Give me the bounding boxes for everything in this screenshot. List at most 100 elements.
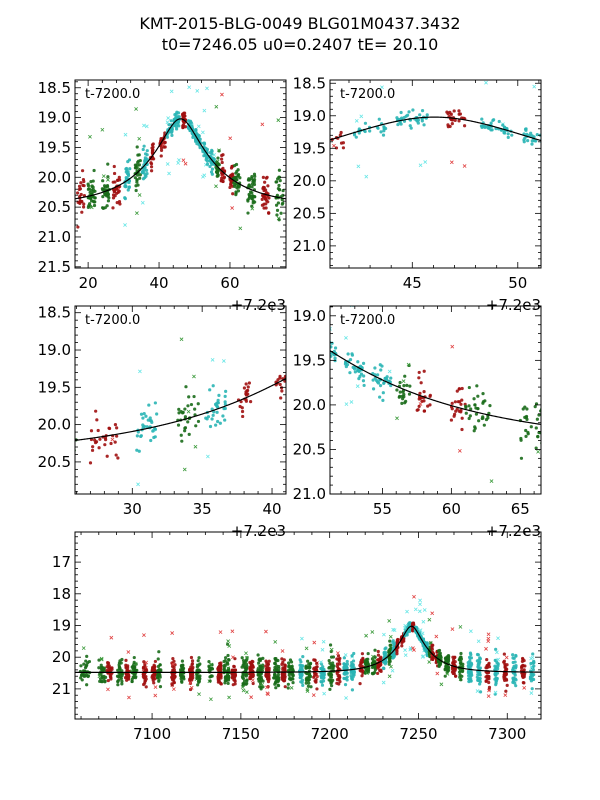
data-point-cyan <box>511 653 515 657</box>
data-point-red <box>115 187 119 191</box>
data-point-green <box>156 675 160 680</box>
data-point-cyan <box>495 677 499 681</box>
data-point-red <box>116 456 120 460</box>
data-point-green <box>106 175 110 179</box>
data-point-red <box>250 675 255 679</box>
data-point-green <box>279 211 283 215</box>
data-point-cyan <box>526 139 530 143</box>
data-point-red <box>428 393 432 397</box>
data-point-cyan <box>512 664 516 668</box>
data-point-red <box>417 370 421 375</box>
data-point-red <box>188 687 193 692</box>
outlier-point-green <box>406 362 411 367</box>
data-point-red <box>163 141 167 145</box>
x-tick-label: 40 <box>262 500 281 518</box>
data-point-green <box>477 419 481 423</box>
data-point-cyan <box>530 142 534 146</box>
data-point-cyan <box>298 663 302 667</box>
data-point-cyan <box>155 412 159 416</box>
data-point-green <box>186 420 190 424</box>
data-point-green <box>519 456 524 460</box>
outlier-point-red <box>264 629 268 634</box>
outlier-point-red <box>462 164 467 168</box>
panel-top-left: 20 40 60 18.5 19.0 19.5 20.0 20.5 21.0 21.5 t-7200… <box>38 79 287 314</box>
data-point-cyan <box>548 140 551 143</box>
data-point-cyan <box>376 381 381 385</box>
data-point-red <box>264 206 268 210</box>
x-tick-label: 7150 <box>222 725 260 743</box>
data-point-red <box>376 653 381 657</box>
data-point-red <box>411 622 415 626</box>
data-point-cyan <box>550 142 553 145</box>
data-point-red <box>312 675 316 679</box>
data-point-red <box>504 689 508 693</box>
data-point-cyan <box>383 647 387 651</box>
outlier-point-green <box>401 379 406 384</box>
data-point-cyan <box>420 119 424 123</box>
data-point-green <box>327 659 331 663</box>
chart-title-line-2: t0=7246.05 u0=0.2407 tE= 20.10 <box>161 35 439 54</box>
outlier-point-cyan <box>422 608 427 612</box>
outlier-point-green <box>445 671 450 676</box>
outlier-point-green <box>214 104 219 109</box>
data-point-red <box>279 386 284 390</box>
data-point-green <box>68 435 71 438</box>
data-point-cyan <box>322 343 325 346</box>
data-point-red <box>222 169 227 173</box>
data-point-green <box>189 402 194 407</box>
data-point-red <box>505 683 509 687</box>
panel-bottom: 7100 7150 7200 7250 7300 17 18 19 20 21 <box>52 531 542 743</box>
data-point-green <box>327 666 331 670</box>
data-point-green <box>546 440 549 443</box>
data-point-green <box>250 185 254 189</box>
data-point-green <box>305 665 309 670</box>
data-point-red <box>485 664 489 668</box>
data-point-cyan <box>524 128 528 132</box>
data-point-cyan <box>400 116 404 120</box>
data-point-green <box>275 213 279 217</box>
data-point-cyan <box>382 129 386 133</box>
data-point-green <box>250 174 254 179</box>
y-tick-label: 18 <box>52 585 71 603</box>
data-point-red <box>278 382 282 387</box>
data-point-cyan <box>483 125 487 129</box>
data-point-cyan <box>377 117 381 121</box>
x-axis-offset-label: +7.2e3 <box>486 296 541 314</box>
data-point-green <box>476 394 480 398</box>
data-point-green <box>401 397 405 401</box>
data-point-green <box>103 675 108 679</box>
data-point-red <box>359 669 363 673</box>
data-point-cyan <box>141 423 145 427</box>
data-point-cyan <box>316 347 319 350</box>
data-point-red <box>417 404 421 408</box>
outlier-point-red <box>189 685 194 690</box>
data-point-cyan <box>124 185 128 189</box>
outlier-point-red <box>522 685 527 690</box>
data-point-green <box>309 674 313 679</box>
data-point-cyan <box>301 664 305 668</box>
y-tick-label: 19.5 <box>38 138 71 156</box>
data-point-red <box>485 657 489 662</box>
data-point-green <box>134 184 138 188</box>
data-point-cyan <box>478 656 482 660</box>
outlier-point-green <box>304 646 309 651</box>
data-point-green <box>130 679 134 684</box>
data-point-red <box>112 164 116 169</box>
data-point-red <box>117 189 121 193</box>
data-point-green <box>274 657 278 661</box>
data-point-cyan <box>348 371 352 375</box>
data-point-green <box>92 203 97 208</box>
data-point-green <box>101 194 105 199</box>
data-point-green <box>287 661 291 665</box>
outlier-point-cyan <box>210 357 215 362</box>
data-point-green <box>79 664 83 668</box>
data-point-green <box>183 407 187 411</box>
data-point-cyan <box>205 417 209 421</box>
data-point-red <box>105 661 110 665</box>
y-tick-label: 19.0 <box>293 107 326 125</box>
data-point-green <box>215 174 219 178</box>
data-point-green <box>137 153 141 157</box>
outlier-point-cyan <box>495 650 499 655</box>
data-point-red <box>172 665 176 669</box>
data-point-cyan <box>143 165 147 170</box>
